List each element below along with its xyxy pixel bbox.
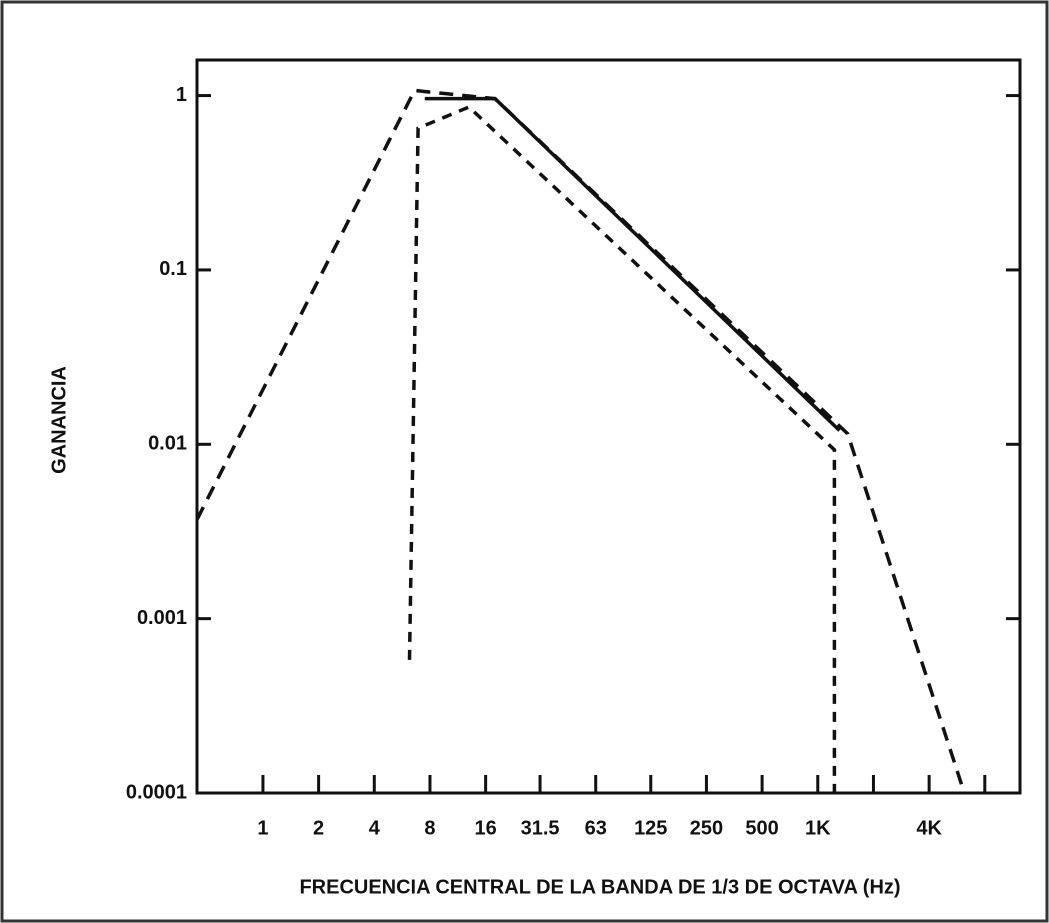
x-tick-label: 16 — [475, 817, 497, 839]
x-tick-label: 250 — [690, 817, 723, 839]
x-tick-label: 8 — [424, 817, 435, 839]
y-axis-label: GANANCIA — [48, 366, 70, 474]
x-axis-label: FRECUENCIA CENTRAL DE LA BANDA DE 1/3 DE… — [299, 876, 900, 898]
series-line — [424, 96, 841, 432]
x-tick-label: 4K — [916, 817, 942, 839]
y-tick-label: 0.01 — [148, 433, 187, 455]
x-tick-label: 31.5 — [521, 817, 560, 839]
x-tick-label: 4 — [369, 817, 381, 839]
x-tick-label: 125 — [634, 817, 667, 839]
y-tick-label: 1 — [176, 84, 187, 106]
y-tick-label: 0.001 — [137, 607, 187, 629]
plot-frame — [195, 58, 1022, 795]
x-tick-label: 1 — [257, 817, 268, 839]
x-tick-label: 63 — [585, 817, 607, 839]
y-tick-label: 0.1 — [159, 258, 187, 280]
y-tick-label: 0.0001 — [126, 781, 187, 803]
x-tick-label: 500 — [745, 817, 778, 839]
x-tick-label: 1K — [805, 817, 831, 839]
x-tick-label: 2 — [313, 817, 324, 839]
